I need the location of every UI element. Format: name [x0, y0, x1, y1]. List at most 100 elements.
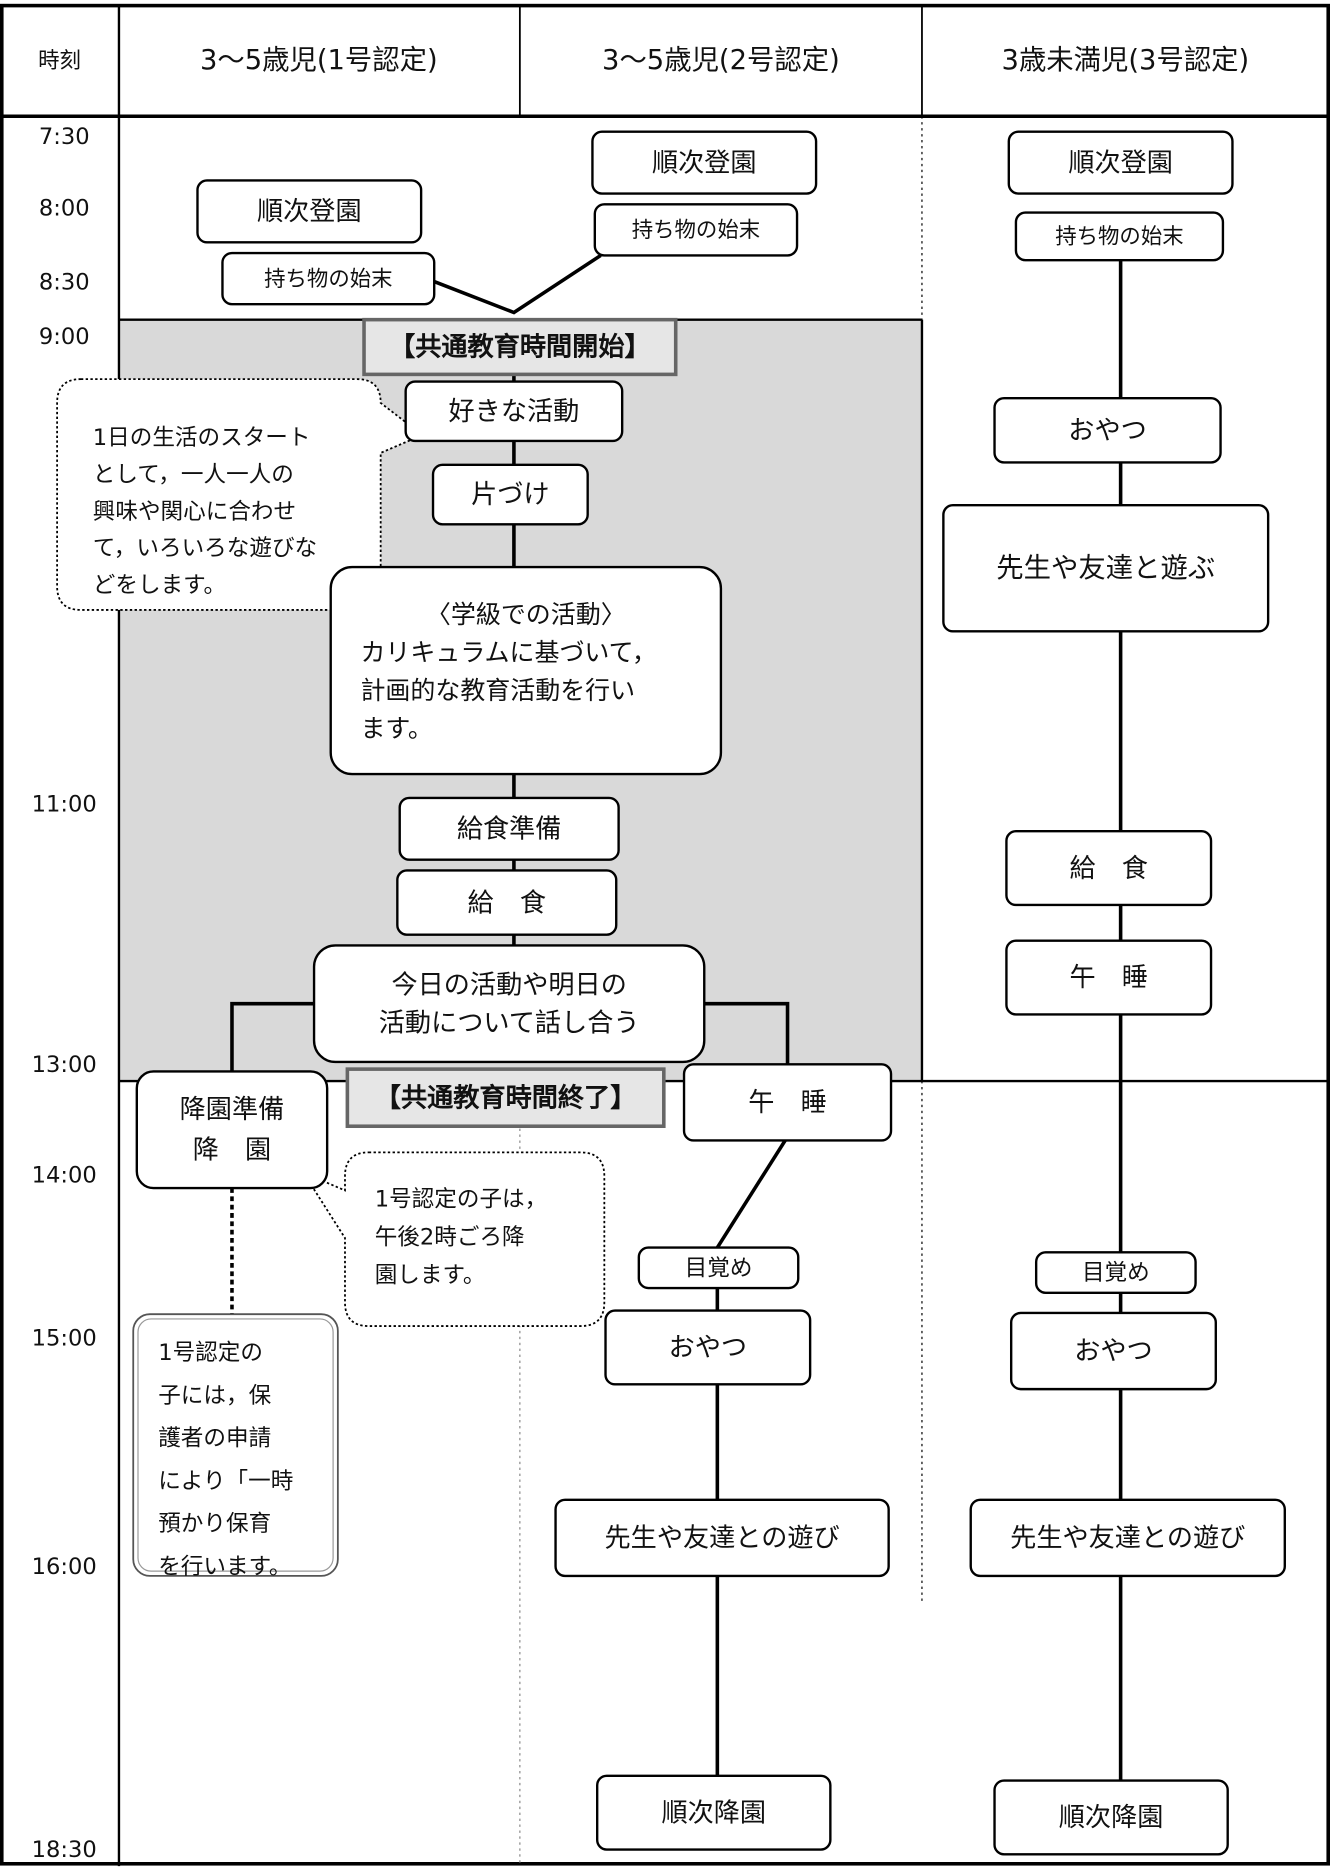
activity-label: 先生や友達との遊び	[605, 1524, 840, 1554]
activity-box	[969, 1498, 1286, 1578]
note-text: 1号認定の	[158, 1340, 263, 1366]
note-text: により「一時	[158, 1468, 293, 1494]
activity-label: おやつ	[669, 1333, 747, 1363]
activity-label: 目覚め	[1082, 1260, 1150, 1286]
note-text: て，いろいろな遊びな	[93, 536, 317, 562]
activity-label: 午 睡	[748, 1088, 826, 1118]
connector	[230, 1001, 315, 1072]
note-text: 1日の生活のスタート	[93, 425, 311, 451]
time-label: 8:30	[39, 269, 90, 295]
activity-label: 給 食	[1069, 854, 1147, 884]
note-bubble	[301, 1151, 606, 1327]
activity-label: 順次登園	[652, 148, 757, 178]
activity-box	[1009, 1311, 1217, 1391]
activity-box	[604, 1309, 812, 1386]
activity-box	[593, 203, 799, 257]
activity-box	[135, 1070, 329, 1190]
connector	[715, 1139, 787, 1249]
activity-box	[1014, 211, 1225, 262]
activity-label: カリキュラムに基づいて，	[360, 638, 656, 667]
activity-label: 降園準備	[180, 1095, 285, 1125]
activity-label: 目覚め	[685, 1255, 753, 1281]
activity-label: 先生や友達との遊び	[1010, 1524, 1245, 1554]
note-text: どをします。	[93, 573, 226, 599]
activity-box	[554, 1498, 890, 1578]
note-text: 子には，保	[158, 1383, 271, 1409]
activity-label: おやつ	[1068, 416, 1146, 446]
activity-label: 持ち物の始末	[264, 267, 392, 292]
time-label: 18:30	[32, 1837, 97, 1863]
activity-box	[196, 179, 423, 244]
activity-label: 持ち物の始末	[632, 218, 760, 243]
time-label: 9:00	[39, 324, 90, 350]
activity-box	[1005, 830, 1213, 907]
activity-label: 降 園	[193, 1136, 271, 1166]
note-box-inner	[137, 1318, 334, 1572]
activity-box	[993, 1779, 1229, 1856]
activity-label: 好きな活動	[449, 397, 580, 427]
activity-box	[1007, 130, 1234, 195]
note-text: 1号認定の子は，	[375, 1186, 548, 1212]
activity-label: 順次降園	[1059, 1803, 1164, 1833]
column-header: 3～5歳児(1号認定)	[200, 45, 438, 76]
activity-box	[1034, 1251, 1197, 1294]
note-text: を行います。	[158, 1554, 291, 1580]
connector	[433, 253, 602, 315]
activity-label: 順次登園	[1068, 148, 1173, 178]
note-box	[132, 1313, 339, 1577]
column-header: 3歳未満児(3号認定)	[1002, 45, 1250, 76]
activity-box	[637, 1246, 800, 1290]
activity-box	[312, 944, 706, 1064]
frame	[0, 3, 1330, 1867]
time-label: 7:30	[39, 124, 90, 150]
activity-label: 持ち物の始末	[1055, 225, 1183, 250]
activity-label: 【共通教育時間開始】	[389, 332, 651, 363]
activity-label: 順次登園	[257, 197, 362, 227]
connector	[704, 1001, 790, 1065]
activity-label: 〈学級での活動〉	[426, 600, 626, 629]
activity-label: 先生や友達と遊ぶ	[996, 553, 1215, 584]
activity-box	[596, 1774, 832, 1851]
activity-box	[362, 317, 678, 377]
activity-box	[682, 1063, 893, 1142]
note-text: として，一人一人の	[93, 462, 294, 488]
activity-label: 順次降園	[661, 1798, 766, 1828]
activity-label: おやつ	[1074, 1337, 1152, 1367]
time-label: 16:00	[32, 1554, 97, 1580]
activity-box	[942, 504, 1270, 633]
activity-label: 計画的な教育活動を行い	[360, 676, 635, 705]
time-label: 15:00	[32, 1326, 97, 1352]
note-text: 預かり保育	[158, 1511, 271, 1537]
activity-label: 片づけ	[471, 480, 549, 510]
activity-label: ます。	[360, 714, 432, 743]
note-text: 園します。	[375, 1263, 486, 1289]
activity-box	[221, 251, 436, 306]
activity-box	[993, 396, 1222, 464]
activity-box	[396, 869, 618, 936]
time-label: 13:00	[32, 1052, 97, 1078]
time-label: 14:00	[32, 1163, 97, 1189]
time-label: 11:00	[32, 792, 97, 818]
activity-label: 活動について話し合う	[379, 1008, 640, 1038]
header-time: 時刻	[38, 49, 81, 74]
column-header: 3～5歳児(2号認定)	[602, 45, 840, 76]
activity-box	[329, 565, 723, 776]
activity-box	[591, 130, 818, 195]
activity-label: 今日の活動や明日の	[391, 970, 626, 1000]
activity-label: 【共通教育時間終了】	[375, 1082, 637, 1113]
note-text: 護者の申請	[158, 1426, 271, 1452]
activity-label: 給 食	[468, 888, 546, 918]
activity-label: 給食準備	[457, 815, 562, 845]
activity-box	[398, 796, 620, 861]
outer-border	[0, 3, 1330, 1866]
activity-box	[404, 380, 624, 443]
activity-box	[1005, 939, 1213, 1016]
time-label: 8:00	[39, 196, 90, 222]
activity-label: 午 睡	[1069, 963, 1147, 993]
activity-box	[431, 463, 589, 526]
note-text: 午後2時ごろ降	[375, 1225, 525, 1251]
note-bubble	[56, 378, 425, 611]
activity-box	[345, 1067, 666, 1129]
